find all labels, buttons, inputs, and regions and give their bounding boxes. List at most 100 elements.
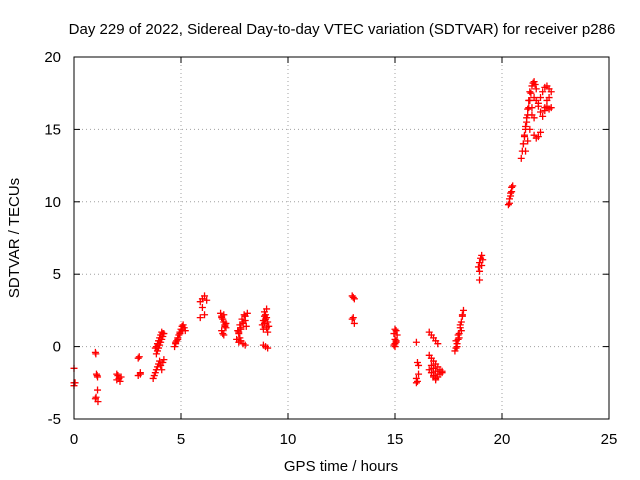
data-point	[262, 315, 270, 323]
data-point	[505, 199, 513, 207]
data-point	[474, 263, 482, 271]
x-tick-labels: 0 5 10 15 20 25	[70, 431, 618, 448]
data-point	[539, 88, 547, 96]
data-point	[478, 251, 486, 259]
data-point	[350, 319, 358, 327]
data-point	[517, 154, 525, 162]
data-point	[349, 314, 357, 322]
data-point	[134, 354, 142, 362]
data-point	[434, 370, 442, 378]
data-point	[92, 350, 100, 358]
data-point	[524, 105, 532, 113]
data-point	[391, 325, 399, 333]
data-point	[116, 377, 124, 385]
data-point	[94, 373, 102, 381]
data-point	[432, 376, 440, 384]
data-point	[476, 267, 484, 275]
data-point	[263, 314, 271, 322]
data-point	[523, 114, 531, 122]
data-point	[203, 296, 211, 304]
data-point	[260, 319, 268, 327]
data-point	[259, 325, 267, 333]
y-axis-label: SDTVAR / TECUs	[6, 178, 23, 298]
data-point	[158, 366, 166, 374]
data-point	[201, 292, 209, 300]
data-point	[519, 140, 527, 148]
data-point	[220, 331, 228, 339]
data-point	[415, 370, 423, 378]
y-tick-labels: -5 0 5 10 15 20	[44, 49, 61, 428]
data-point	[136, 370, 144, 378]
data-point	[412, 338, 420, 346]
data-point	[160, 356, 168, 364]
plot-frame	[73, 56, 610, 420]
y-tick-label: 10	[44, 194, 61, 211]
data-point	[547, 88, 555, 96]
data-point	[160, 330, 168, 338]
data-point	[526, 125, 534, 133]
data-point	[530, 114, 538, 122]
data-point	[456, 321, 464, 329]
data-point	[117, 373, 125, 381]
data-point	[236, 334, 244, 342]
axis-ticks	[73, 56, 610, 420]
data-point	[522, 147, 530, 155]
data-point	[264, 344, 272, 352]
y-tick-label: 0	[53, 339, 61, 356]
data-point	[531, 81, 539, 89]
data-points	[70, 78, 555, 406]
data-point	[236, 321, 244, 329]
data-point	[201, 311, 209, 319]
data-point	[459, 306, 467, 314]
data-point	[532, 85, 540, 93]
y-tick-label: 20	[44, 49, 61, 66]
data-point	[413, 377, 421, 385]
data-point	[71, 379, 79, 387]
data-point	[509, 182, 517, 190]
data-point	[528, 104, 536, 112]
data-point	[458, 311, 466, 319]
data-point	[219, 330, 227, 338]
data-point	[520, 131, 528, 139]
data-point	[222, 319, 230, 327]
data-point	[135, 353, 143, 361]
data-point	[545, 94, 553, 102]
data-point	[240, 311, 248, 319]
data-point	[452, 344, 460, 352]
data-point	[350, 295, 358, 303]
chart-title: Day 229 of 2022, Sidereal Day-to-day VTE…	[69, 21, 616, 38]
grid-lines	[74, 57, 609, 419]
data-point	[412, 379, 420, 387]
data-point	[94, 386, 102, 394]
data-point	[537, 108, 545, 116]
data-point	[453, 343, 461, 351]
data-point	[457, 327, 465, 335]
data-point	[537, 94, 545, 102]
data-point	[478, 262, 486, 270]
data-point	[527, 89, 535, 97]
data-point	[263, 324, 271, 332]
data-point	[434, 340, 442, 348]
data-point	[524, 137, 532, 145]
data-point	[196, 314, 204, 322]
data-point	[241, 341, 249, 349]
data-point	[234, 327, 242, 335]
y-tick-label: 15	[44, 121, 61, 138]
data-point	[547, 104, 555, 112]
data-point	[522, 123, 530, 131]
x-axis-label: GPS time / hours	[284, 458, 398, 475]
data-point	[525, 96, 533, 104]
data-point	[534, 133, 542, 141]
data-point	[526, 88, 534, 96]
data-point	[539, 112, 547, 120]
x-tick-label: 10	[280, 431, 297, 448]
y-tick-label: 5	[53, 266, 61, 283]
data-point	[92, 393, 100, 401]
data-point	[479, 256, 487, 264]
data-point	[392, 327, 400, 335]
data-point	[178, 327, 186, 335]
x-tick-label: 5	[177, 431, 185, 448]
x-tick-label: 0	[70, 431, 78, 448]
data-point	[508, 188, 516, 196]
